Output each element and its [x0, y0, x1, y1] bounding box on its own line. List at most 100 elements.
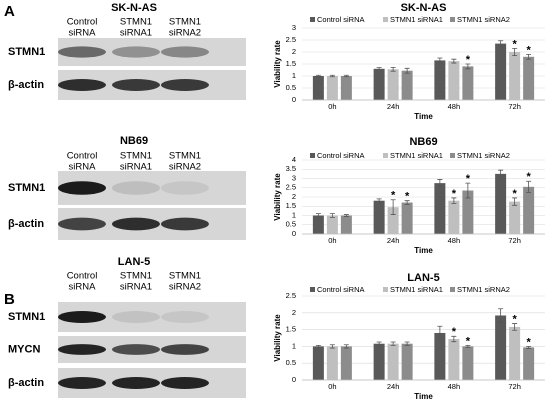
blot-column-label: siRNA2 [169, 282, 201, 293]
error-bar [315, 344, 321, 348]
error-bar [390, 199, 396, 215]
bar [312, 215, 324, 234]
error-bar [329, 74, 335, 78]
error-bar [343, 214, 349, 217]
blot-band [161, 79, 209, 91]
panel-label: B [4, 291, 15, 308]
error-bar [512, 197, 518, 206]
bar [326, 346, 338, 380]
significance-mark: * [512, 188, 517, 200]
error-bar [315, 213, 321, 218]
x-tick-label: 0h [328, 102, 336, 111]
bar [509, 201, 521, 234]
significance-mark: * [391, 190, 396, 202]
bar [523, 347, 535, 380]
error-bar [498, 169, 504, 178]
x-tick-label: 48h [448, 102, 461, 111]
error-bar [343, 74, 349, 78]
error-bar [526, 346, 532, 349]
x-axis-label: Time [414, 112, 433, 121]
error-bar [437, 325, 443, 341]
error-bar [465, 182, 471, 199]
legend-label: STMN1 siRNA1 [390, 151, 443, 160]
bar [448, 200, 460, 234]
bar [387, 69, 399, 100]
legend-label: STMN1 siRNA1 [390, 15, 443, 24]
legend-label: Control siRNA [317, 285, 365, 294]
x-tick-label: 72h [508, 382, 521, 391]
blot-column-label: siRNA1 [120, 28, 152, 39]
error-bar [404, 200, 410, 205]
panel-label: A [4, 3, 15, 20]
significance-mark: * [466, 173, 471, 185]
y-tick-label: 2.5 [286, 35, 296, 44]
y-tick-label: 0 [292, 229, 296, 238]
bar [495, 315, 507, 380]
legend-swatch [450, 287, 455, 292]
error-bar [404, 67, 410, 74]
bar [462, 346, 474, 380]
blot-column-label: siRNA1 [120, 282, 152, 293]
y-tick-label: 1.5 [286, 201, 296, 210]
y-tick-label: 4 [292, 155, 296, 164]
legend-label: STMN1 siRNA2 [457, 285, 510, 294]
blot-band [161, 377, 209, 389]
blot-band [58, 311, 106, 323]
bar [434, 332, 446, 380]
legend-swatch [310, 287, 315, 292]
error-bar [404, 341, 410, 346]
y-axis-label: Viability rate [273, 173, 282, 221]
blot-row-label: β-actin [8, 79, 44, 91]
error-bar [512, 48, 518, 56]
blot-title: LAN-5 [118, 256, 150, 268]
y-tick-label: 3 [292, 173, 296, 182]
blot-band [58, 181, 106, 195]
legend-swatch [450, 153, 455, 158]
error-bar [526, 54, 532, 60]
error-bar [376, 341, 382, 346]
y-tick-label: 0.5 [286, 358, 296, 367]
blot-column-label: siRNA [69, 28, 97, 39]
bar [312, 76, 324, 100]
blot-band [112, 181, 160, 195]
blot-band [161, 344, 209, 355]
bar [462, 190, 474, 234]
bar [401, 202, 413, 234]
error-bar [498, 308, 504, 323]
bar [373, 343, 385, 380]
error-bar [329, 213, 335, 218]
x-tick-label: 0h [328, 236, 336, 245]
bar [312, 346, 324, 380]
x-axis-label: Time [414, 246, 433, 255]
blot-row-label: MYCN [8, 343, 40, 355]
significance-mark: * [526, 336, 531, 348]
bar [387, 207, 399, 234]
blot-band [58, 377, 106, 389]
x-tick-label: 24h [387, 382, 400, 391]
blot-row-label: STMN1 [8, 46, 45, 58]
blot-column-label: siRNA [69, 282, 97, 293]
significance-mark: * [405, 191, 410, 203]
chart-title: LAN-5 [407, 272, 439, 284]
error-bar [437, 57, 443, 64]
legend-swatch [383, 287, 388, 292]
error-bar [465, 63, 471, 70]
bar [340, 76, 352, 100]
bar [401, 70, 413, 100]
bar [387, 343, 399, 380]
error-bar [512, 323, 518, 331]
y-tick-label: 2 [292, 47, 296, 56]
bar [523, 56, 535, 100]
blot-band [58, 46, 106, 58]
blot-column-label: siRNA2 [169, 162, 201, 173]
error-bar [343, 344, 349, 349]
y-tick-label: 0.5 [286, 83, 296, 92]
blot-row-label: STMN1 [8, 311, 45, 323]
error-bar [451, 58, 457, 64]
blot-band [58, 79, 106, 91]
blot-row-label: STMN1 [8, 182, 45, 194]
bar [340, 215, 352, 234]
significance-mark: * [452, 326, 457, 338]
blot-title: NB69 [120, 135, 148, 147]
